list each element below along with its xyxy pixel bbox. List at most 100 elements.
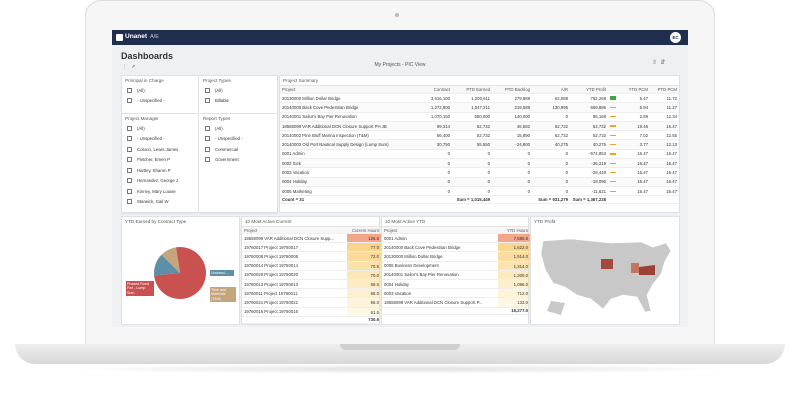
table-row[interactable]: 20140001 Sailor's Bay Pier Renovation 1,0… [280,112,679,122]
panel-title: 10 Most Active YTD [382,217,528,227]
total: 730.5 [368,317,379,323]
checkbox[interactable] [127,98,132,104]
table-row[interactable]: 19760021 Project 19760021 66.0 [242,298,381,308]
cell: 19.46 [637,123,648,129]
filter-option[interactable]: Hernandez, George J [122,176,198,187]
column-header[interactable]: PTD PCM [657,87,677,92]
table-row[interactable]: 19760016 Project 19760016 61.5 [242,307,381,317]
column-header[interactable]: YTD Profit [586,87,606,92]
filter-option[interactable]: Commercial [200,144,278,155]
table-row[interactable]: 19760011 Project 19760011 68.0 [242,289,381,299]
table-row[interactable]: 20140000 Back Cove Pedestrian Bridge 1,62… [382,243,530,253]
checkbox[interactable] [127,157,132,163]
checkbox[interactable] [205,146,210,152]
column-header: YTD Hours [506,227,528,233]
table-row[interactable]: 19760008 Project 19760008 72.0 [242,252,381,262]
filter-option[interactable]: - Unspecified - [200,134,278,145]
cell: -18,096 [591,179,606,185]
hours-cell: 133.0 [498,298,530,307]
cell: -36,219 [591,160,606,166]
option-label: Hartley, Sharon P [137,167,171,173]
filter-option[interactable]: Colucci, Lewis James [122,144,198,155]
cell: 16.47 [666,160,677,166]
cell: 18558099 VAR Additional DCN Closure Supp… [244,235,334,241]
checkbox[interactable] [205,136,210,142]
module[interactable]: A/E [150,33,159,40]
cell: 19760008 Project 19760008 [244,253,298,259]
table-row[interactable]: 20140001 Sailor's Bay Pier Renovation 1,2… [382,270,530,280]
pie-slice[interactable] [154,254,180,276]
filter-option[interactable]: (All) [122,85,198,96]
checkbox[interactable] [127,125,132,131]
table-row[interactable]: 19760013 Project 19760013 69.5 [242,279,381,290]
checkbox[interactable] [205,98,210,104]
checkbox[interactable] [205,87,210,93]
table-row[interactable]: 20130000 Million Dollar Bridge 3,616,100 1… [280,94,679,104]
filter-option[interactable]: Starwick, Gail W [122,197,198,208]
column-header[interactable]: Project [282,87,296,92]
cell: 56,400 [436,132,450,138]
filter-option[interactable]: - Unspecified - [122,134,198,145]
table-row[interactable]: 0002 Sick 0 0 0 0 -36,219 16.47 16.47 [280,159,679,169]
column-header[interactable]: PTD Backlog [504,87,530,92]
checkbox[interactable] [205,157,210,163]
checkbox[interactable] [127,178,132,184]
cell: 0 [565,170,568,176]
status-indicator [610,153,616,155]
filter-option[interactable]: (All) [122,123,198,134]
table-row[interactable]: 0004 Holiday 0 0 0 0 -18,096 16.47 16.47 [280,177,679,187]
footer-cell: Sum = 1,367,228 [572,197,606,203]
table-row[interactable]: 20140000 Back Cove Pedestrian Bridge 1,27… [280,103,679,113]
hours-cell: 72.0 [347,252,381,261]
table-row[interactable]: 18558099 VAR Additional DCN Closure Supp… [382,298,530,308]
checkbox[interactable] [127,199,132,205]
column-header[interactable]: YTD PCM [628,87,648,92]
table-row[interactable]: 0001 Admin 0 0 0 0 -574,853 16.47 16.47 [280,149,679,160]
pie-slice[interactable] [161,247,180,273]
column-header[interactable]: PTD Earned [466,87,490,92]
table-row[interactable]: 20140002 Pine Bluff Marina Inspection (T… [280,131,679,141]
table-row[interactable]: 0003 Vacation 712.0 [382,289,530,299]
filter-group: Principal in Charge (All) - Unspecified - [122,76,199,114]
cell: 19760013 Project 19760013 [244,281,298,287]
column-header[interactable]: A/R [560,87,568,92]
table-row[interactable]: 19760014 Project 19760014 70.5 [242,261,381,271]
checkbox[interactable] [127,188,132,194]
table-row[interactable]: 0005 Marketing 0 0 0 0 -11,621 16.47 16.47 [280,186,679,197]
table-row[interactable]: 18558099 VAR Additional DCN Closure Supp… [242,234,381,244]
hours-cell: 1,200.0 [498,270,530,279]
option-label: (All) [137,125,145,131]
table-row[interactable]: 0006 Business Development 1,314.0 [382,261,530,271]
toolbar-icons[interactable]: ⋮ ↗ [122,64,136,70]
table-row[interactable]: 20140003 Old Port Nautical Supply Design… [280,140,679,150]
table-row[interactable]: 18558099 VAR Additional DCN Closure Supp… [280,121,679,132]
footer-cell: Sum = 931,279 [538,197,568,203]
checkbox[interactable] [205,125,210,131]
checkbox[interactable] [127,146,132,152]
pie-slice[interactable] [154,247,206,299]
filter-option[interactable]: Billable [200,96,278,107]
user-avatar[interactable]: EC [670,32,681,43]
status-indicator [610,144,616,146]
checkbox[interactable] [127,136,132,142]
checkbox[interactable] [127,167,132,173]
filter-option[interactable]: Government [200,155,278,166]
column-header[interactable]: Contract [433,87,450,92]
table-row[interactable]: 0003 Vacation 0 0 0 0 -28,449 16.47 16.47 [280,168,679,178]
table-row[interactable]: 19760017 Project 19760017 77.0 [242,243,381,253]
table-row[interactable]: 0001 Admin 7,680.8 [382,234,530,244]
filter-option[interactable]: (All) [200,85,278,96]
cell: 16.47 [666,179,677,185]
table-row[interactable]: 20130000 Million Dollar Bridge 1,514.0 [382,252,530,262]
table-row[interactable]: 19760020 Project 19760020 70.0 [242,270,381,280]
table-row[interactable]: 0004 Holiday 1,096.0 [382,279,530,290]
filter-option[interactable]: - Unspecified - [122,96,198,107]
filter-option[interactable]: (All) [200,123,278,134]
header-icons[interactable]: ⇧ ⇵ [652,60,666,66]
filter-option[interactable]: Fletcher, Emeri P [122,155,198,166]
option-label: - Unspecified - [137,136,165,142]
filter-option[interactable]: Hartley, Sharon P [122,165,198,176]
status-indicator [610,134,616,136]
checkbox[interactable] [127,87,132,93]
filter-option[interactable]: Kinney, Mary Louise [122,186,198,197]
